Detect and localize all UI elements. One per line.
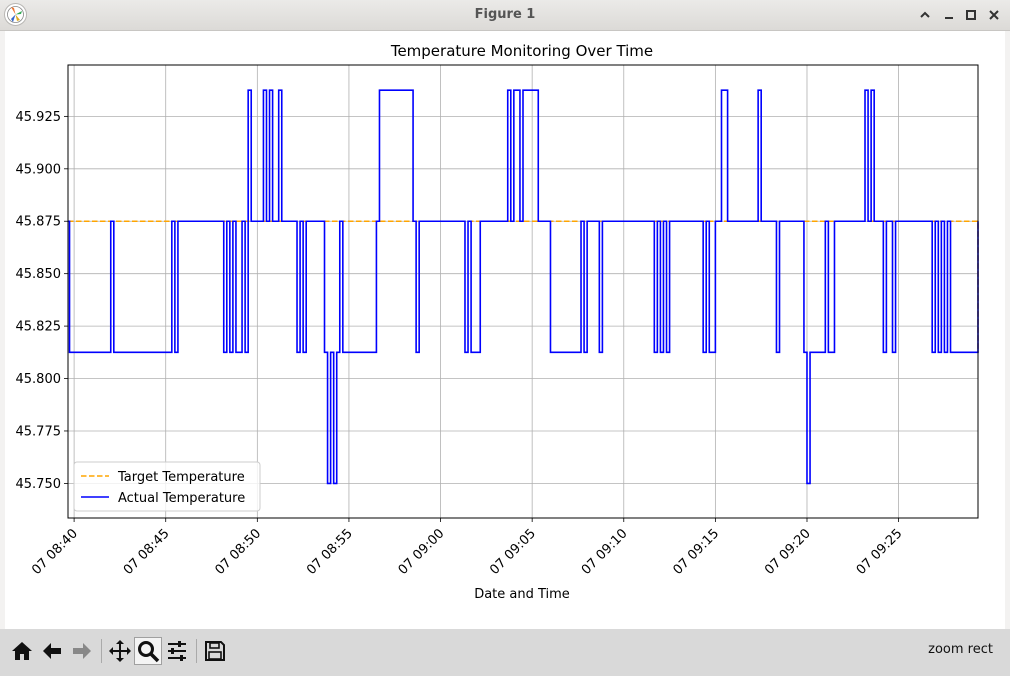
magnifier-icon [138,641,160,663]
arrow-right-icon [73,643,91,659]
legend-box [73,461,261,512]
configure-subplots-button[interactable] [163,637,191,665]
y-tick-label: 45.900 [16,162,62,177]
collapse-window-button[interactable] [915,5,935,25]
toolbar-separator [196,639,197,663]
y-tick-label: 45.800 [16,372,62,387]
toolbar-status-text: zoom rect [928,642,993,657]
window-title: Figure 1 [474,7,536,22]
window-titlebar: Figure 1 [0,0,1010,31]
chevron-up-icon [920,11,930,18]
x-tick-label: 07 08:55 [304,526,356,578]
y-axis: 45.750 45.775 45.800 45.825 45.850 45.875 45.9… [16,110,68,492]
x-tick-label: 07 09:00 [396,526,448,578]
series-layer [68,89,979,485]
x-tick-label: 07 08:40 [29,526,81,578]
forward-button[interactable] [68,637,96,665]
y-tick-label: 45.850 [16,267,62,282]
move-icon [109,640,131,662]
y-tick-label: 45.825 [16,320,62,335]
x-axis: 07 08:40 07 08:45 07 08:50 07 08:55 07 09:00… [29,518,905,578]
minimize-icon [945,17,953,19]
arrow-left-icon [43,643,61,659]
pan-button[interactable] [106,637,134,665]
x-tick-label: 07 08:50 [212,526,264,578]
figure-canvas[interactable]: Temperature Monitoring Over Time 45.750 4… [5,31,1005,629]
matplotlib-logo-icon [4,3,27,26]
actual-temperature-line [68,89,979,485]
legend: Target Temperature Actual Temperature [73,461,261,512]
x-tick-label: 07 09:10 [579,526,631,578]
maximize-window-button[interactable] [961,5,981,25]
close-icon [989,10,999,20]
x-tick-label: 07 09:15 [670,526,722,578]
x-axis-label: Date and Time [474,587,570,602]
legend-target-label: Target Temperature [117,470,245,485]
y-tick-label: 45.925 [16,110,62,125]
back-button[interactable] [38,637,66,665]
navigation-toolbar: zoom rect [0,629,1010,676]
axes-frame [67,64,979,519]
x-tick-label: 07 09:05 [487,526,539,578]
y-tick-label: 45.775 [16,424,62,439]
x-tick-label: 07 09:20 [762,526,814,578]
chart-title: Temperature Monitoring Over Time [390,42,653,60]
y-tick-label: 45.750 [16,477,62,492]
x-tick-label: 07 09:25 [854,526,906,578]
chart-svg[interactable]: Temperature Monitoring Over Time 45.7504… [5,31,1005,629]
sliders-icon [168,641,186,661]
floppy-disk-icon [205,641,225,661]
target-temperature-line [68,220,979,353]
maximize-icon [966,10,976,20]
home-icon [12,642,32,660]
save-figure-button[interactable] [201,637,229,665]
legend-actual-label: Actual Temperature [118,491,245,506]
close-window-button[interactable] [984,5,1004,25]
home-button[interactable] [8,637,36,665]
x-tick-label: 07 08:45 [121,526,173,578]
toolbar-separator [101,639,102,663]
y-tick-label: 45.875 [16,215,62,230]
zoom-button[interactable] [134,637,162,665]
minimize-window-button[interactable] [939,5,959,25]
